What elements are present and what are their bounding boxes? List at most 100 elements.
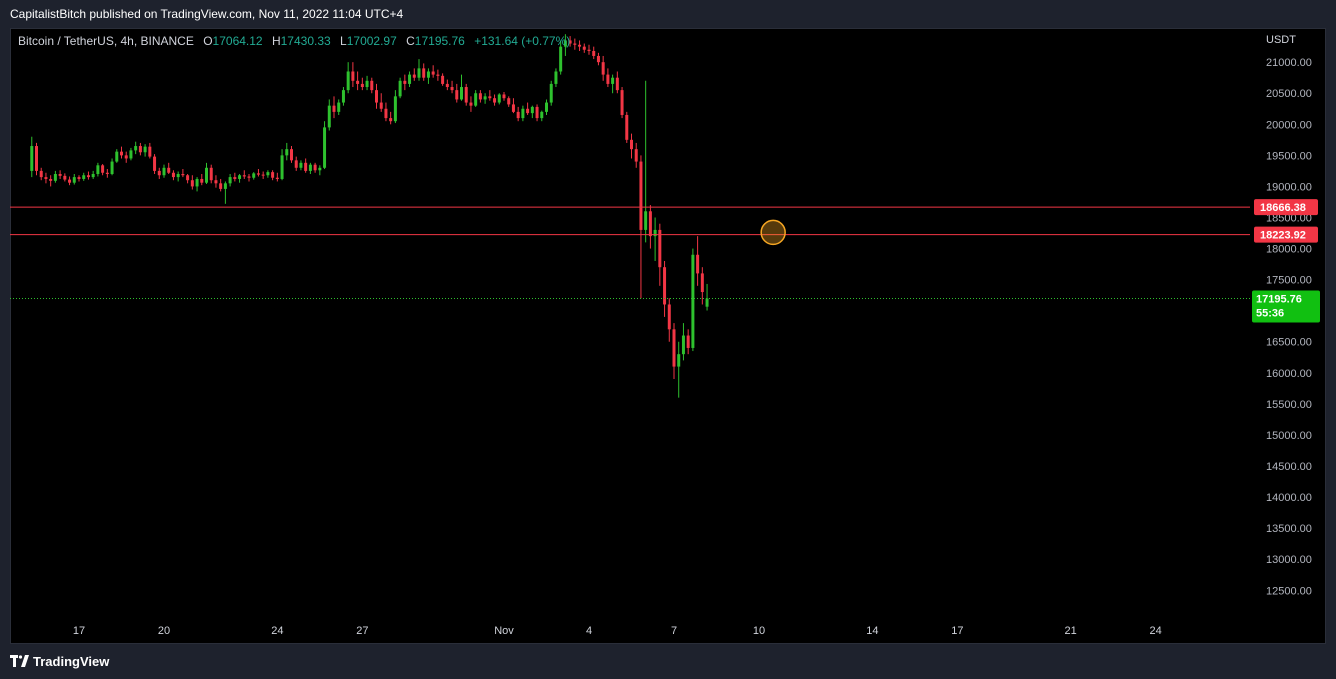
candlestick-chart[interactable]: 21000.00 20500.00 20000.00 19500.00 19000.00… — [10, 28, 1326, 644]
symbol-legend[interactable]: Bitcoin / TetherUS, 4h, BINANCE O17064.1… — [18, 34, 570, 48]
candle — [77, 175, 81, 182]
candle — [323, 121, 327, 170]
candle-body — [285, 149, 289, 156]
candle — [181, 169, 185, 178]
candle — [214, 175, 218, 188]
candle — [143, 144, 147, 157]
x-tick-label: 20 — [158, 625, 170, 637]
candle — [422, 63, 426, 81]
candle — [91, 170, 95, 179]
candle-body — [86, 175, 90, 178]
candle-body — [530, 106, 534, 114]
candle-body — [110, 161, 114, 174]
candle-body — [460, 87, 463, 100]
level-high-badge-text: 18666.38 — [1260, 202, 1306, 214]
candle-body — [677, 354, 681, 367]
candle-body — [148, 146, 152, 157]
candle — [445, 79, 449, 91]
candle — [700, 267, 704, 305]
candle-body — [441, 75, 445, 84]
currency-label[interactable]: USDT — [1266, 34, 1296, 46]
candle-body — [478, 93, 482, 100]
candle-body — [299, 162, 303, 168]
candle — [606, 68, 610, 88]
candle — [238, 174, 242, 183]
low-label: L — [340, 34, 347, 48]
candle — [469, 96, 473, 112]
candle-body — [341, 90, 345, 103]
candle — [663, 260, 667, 317]
candle-body — [403, 80, 407, 84]
tradingview-brand[interactable]: TradingView — [33, 654, 110, 669]
candle-body — [611, 77, 615, 84]
candle-body — [238, 175, 242, 179]
candle — [129, 147, 133, 161]
y-tick-label: 16500.00 — [1266, 337, 1312, 349]
candle-body — [214, 180, 218, 184]
candle-body — [601, 62, 605, 75]
candle — [186, 174, 190, 184]
y-tick-label: 14000.00 — [1266, 492, 1312, 504]
y-tick-label: 12500.00 — [1266, 585, 1312, 597]
candle — [63, 173, 67, 182]
candle — [535, 104, 539, 122]
candle — [384, 102, 388, 122]
candle — [205, 162, 208, 184]
candle — [167, 162, 171, 174]
candle — [464, 83, 468, 106]
candle-body — [252, 173, 256, 178]
candle — [247, 174, 251, 182]
candle-body — [705, 298, 709, 307]
candle-body — [582, 46, 586, 50]
chart-frame[interactable]: 21000.00 20500.00 20000.00 19500.00 19000.00… — [10, 28, 1326, 644]
candle-body — [44, 177, 48, 179]
candle-body — [280, 155, 284, 179]
candle-body — [209, 167, 213, 181]
candle — [686, 329, 690, 355]
candle — [478, 90, 482, 103]
high-label: H — [271, 34, 281, 48]
candle — [379, 93, 383, 112]
candle — [474, 90, 478, 107]
candle-body — [634, 149, 638, 162]
candle — [526, 102, 530, 115]
candle-body — [422, 68, 426, 78]
candle-body — [351, 71, 355, 81]
time-axis[interactable]: 17 20 24 27 Nov 4 7 10 14 17 21 24 — [73, 625, 1162, 637]
candle-body — [327, 105, 331, 128]
candle — [157, 167, 161, 179]
candle-body — [370, 80, 374, 91]
candle — [148, 142, 152, 159]
y-tick-label: 18500.00 — [1266, 212, 1312, 224]
candle — [497, 93, 501, 105]
price-axis[interactable]: 21000.00 20500.00 20000.00 19500.00 19000.00… — [1266, 57, 1312, 597]
candle-body — [497, 94, 501, 103]
candle — [441, 73, 445, 86]
candle — [280, 149, 284, 181]
candle — [346, 62, 350, 94]
candle — [304, 158, 308, 173]
symbol-name[interactable]: Bitcoin / TetherUS, 4h, BINANCE — [18, 34, 194, 48]
candles — [30, 34, 709, 398]
candle-body — [290, 149, 293, 161]
candle-body — [502, 94, 506, 99]
candle — [596, 52, 600, 66]
candle-body — [346, 71, 350, 91]
y-tick-label: 19500.00 — [1266, 150, 1312, 162]
change-value: +131.64 (+0.77%) — [474, 34, 571, 48]
x-tick-label: 17 — [951, 625, 963, 637]
candle-body — [540, 111, 544, 119]
candle — [408, 71, 412, 88]
tradingview-logo-icon[interactable] — [10, 655, 30, 667]
candle-body — [256, 173, 260, 175]
highlight-circle — [760, 219, 786, 246]
candle-body — [190, 180, 194, 187]
candle-body — [275, 177, 279, 179]
candle-body — [663, 267, 667, 305]
candle — [327, 99, 331, 131]
candle — [223, 181, 227, 204]
high-value: 17430.33 — [280, 34, 331, 48]
candle — [176, 171, 180, 182]
candle-body — [648, 211, 652, 237]
candle — [493, 94, 497, 106]
